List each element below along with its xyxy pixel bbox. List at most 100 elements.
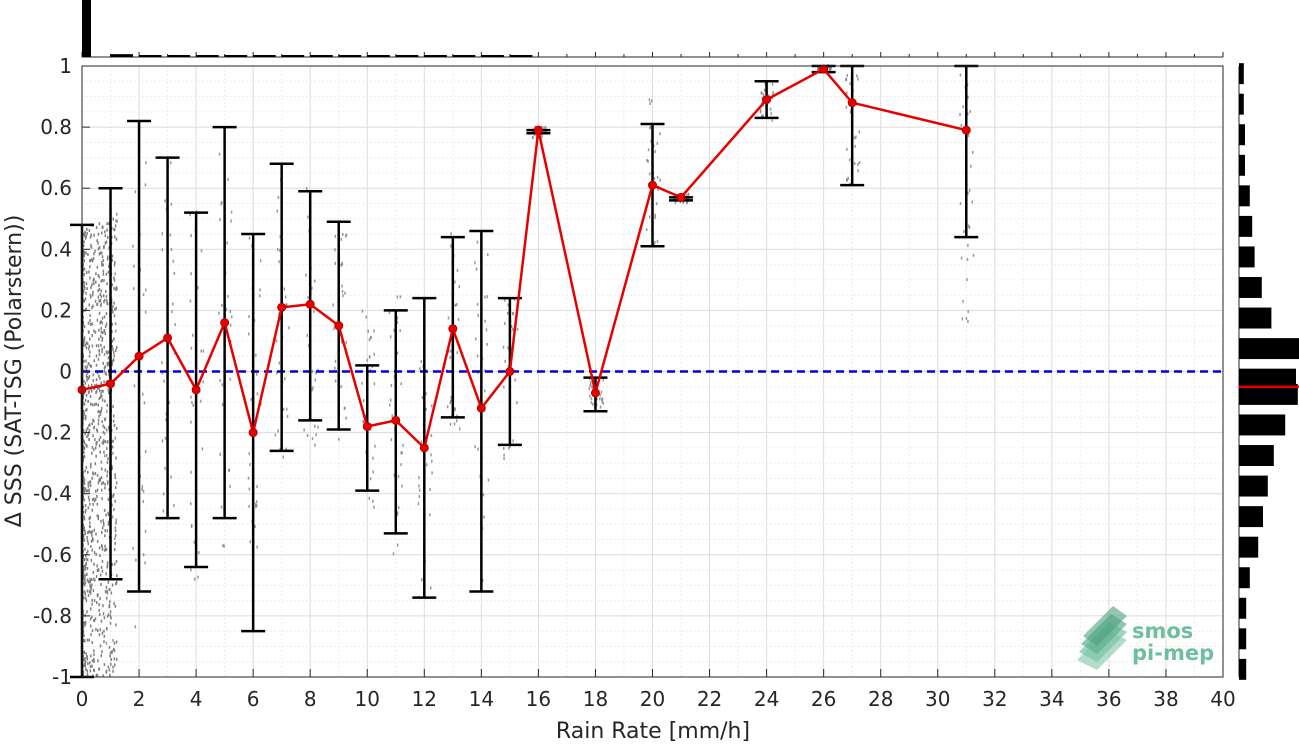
scatter-point xyxy=(98,612,101,616)
y-axis-label: Δ SSS (SAT-TSG (Polarstern)) xyxy=(2,215,27,528)
scatter-point xyxy=(255,504,258,508)
scatter-point xyxy=(173,504,175,508)
scatter-point xyxy=(99,554,101,558)
scatter-point xyxy=(89,235,92,239)
scatter-point xyxy=(95,574,98,578)
scatter-point xyxy=(484,319,486,323)
scatter-point xyxy=(430,453,432,457)
scatter-point xyxy=(92,497,95,501)
scatter-point xyxy=(106,409,108,413)
scatter-point xyxy=(343,406,346,410)
scatter-point xyxy=(102,258,105,262)
data-point xyxy=(590,388,600,398)
right-histogram-bar xyxy=(1239,506,1263,528)
scatter-point xyxy=(425,463,428,467)
scatter-point xyxy=(197,575,199,579)
scatter-point xyxy=(97,659,99,663)
scatter-point xyxy=(400,463,402,467)
scatter-point xyxy=(84,639,86,643)
scatter-point xyxy=(98,633,101,637)
scatter-point xyxy=(113,562,116,566)
scatter-point xyxy=(85,393,88,397)
scatter-point xyxy=(967,243,969,247)
scatter-point xyxy=(103,380,105,384)
scatter-point xyxy=(221,303,223,307)
scatter-point xyxy=(190,395,192,399)
scatter-point xyxy=(602,401,605,405)
scatter-point xyxy=(503,385,505,389)
scatter-point xyxy=(107,497,110,501)
scatter-point xyxy=(456,303,458,307)
scatter-point xyxy=(401,484,403,488)
scatter-point xyxy=(82,670,85,674)
scatter-point xyxy=(89,319,91,323)
top-histogram-bar xyxy=(82,0,91,57)
scatter-point xyxy=(101,420,103,424)
scatter-point xyxy=(510,325,513,329)
scatter-point xyxy=(249,463,251,467)
scatter-point xyxy=(229,377,232,381)
scatter-point xyxy=(248,452,251,456)
scatter-point xyxy=(190,470,192,474)
scatter-point xyxy=(93,233,95,237)
top-histogram-bar xyxy=(424,55,447,57)
scatter-point xyxy=(769,107,772,111)
scatter-point xyxy=(104,529,106,533)
scatter-point xyxy=(653,176,656,180)
scatter-point xyxy=(486,295,489,299)
scatter-point xyxy=(962,299,964,303)
scatter-point xyxy=(94,383,96,387)
right-histogram-bar xyxy=(1239,536,1259,558)
scatter-point xyxy=(104,230,106,234)
y-tick-label: -0.6 xyxy=(33,543,72,567)
scatter-point xyxy=(132,287,135,291)
scatter-point xyxy=(85,652,87,656)
scatter-point xyxy=(112,348,114,352)
scatter-point xyxy=(93,551,96,555)
scatter-point xyxy=(503,298,506,302)
scatter-point xyxy=(86,657,89,661)
scatter-point xyxy=(94,446,97,450)
scatter-point xyxy=(602,378,604,382)
scatter-point xyxy=(98,546,101,550)
scatter-point xyxy=(84,529,86,533)
scatter-point xyxy=(97,241,99,245)
scatter-point xyxy=(93,359,95,363)
scatter-point xyxy=(589,394,591,398)
scatter-point xyxy=(113,287,115,291)
scatter-point xyxy=(107,356,110,360)
scatter-point xyxy=(230,219,232,223)
scatter-point xyxy=(966,278,968,282)
scatter-point xyxy=(162,492,165,496)
scatter-point xyxy=(101,547,104,551)
scatter-point xyxy=(101,255,104,259)
scatter-point xyxy=(448,349,450,353)
data-point xyxy=(191,385,201,395)
scatter-point xyxy=(89,583,91,587)
scatter-point xyxy=(82,576,85,580)
top-histogram-bar xyxy=(338,55,362,57)
scatter-point xyxy=(418,495,421,499)
scatter-point xyxy=(84,381,87,385)
scatter-point xyxy=(113,548,116,552)
scatter-point xyxy=(172,259,175,263)
scatter-point xyxy=(97,410,99,414)
scatter-point xyxy=(86,610,88,614)
scatter-point xyxy=(85,251,87,255)
scatter-point xyxy=(90,389,93,393)
scatter-point xyxy=(285,407,288,411)
scatter-point xyxy=(86,426,89,430)
data-point xyxy=(419,443,429,453)
scatter-point xyxy=(388,311,391,315)
y-tick-label: -0.2 xyxy=(33,421,72,445)
scatter-point xyxy=(686,201,688,205)
scatter-point xyxy=(105,670,108,674)
scatter-point xyxy=(88,330,90,334)
scatter-point xyxy=(95,378,98,382)
scatter-point xyxy=(305,273,307,277)
scatter-point xyxy=(960,256,963,260)
scatter-point xyxy=(363,420,365,424)
scatter-point xyxy=(112,494,114,498)
scatter-point xyxy=(99,389,101,393)
scatter-point xyxy=(599,405,602,409)
